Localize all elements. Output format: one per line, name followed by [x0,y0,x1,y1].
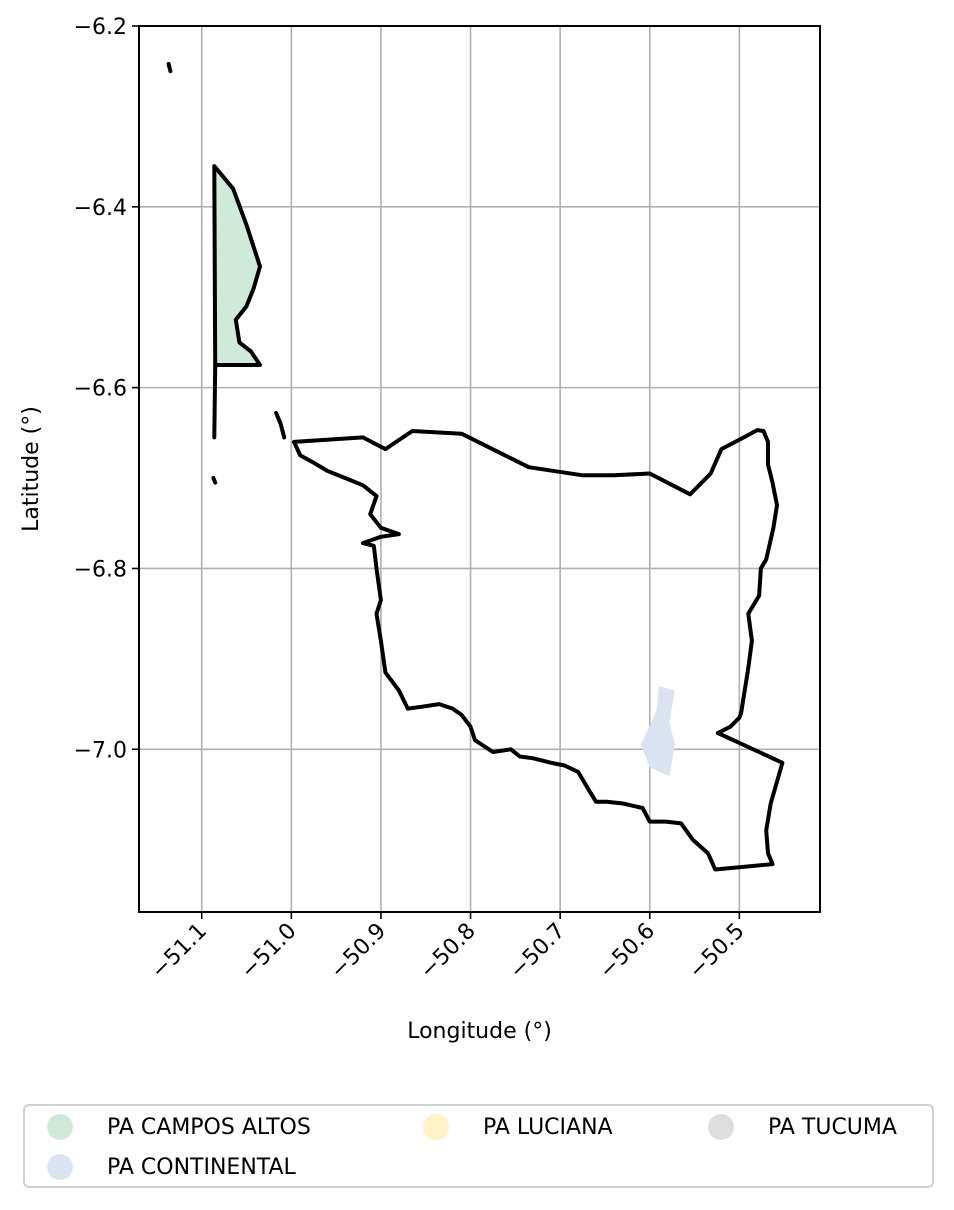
legend-label-luciana: PA LUCIANA [483,1114,613,1140]
boundary-fragment [212,363,218,440]
legend-label-continental: PA CONTINENTAL [107,1154,296,1180]
legend: PA CAMPOS ALTOS PA CONTINENTAL PA LUCIAN… [23,1104,934,1188]
boundary-fragment [166,62,173,74]
municipal-boundary [292,428,785,872]
pa-campos-altos-area [212,164,262,367]
x-tick-label: −50.9 [326,919,391,984]
legend-label-tucuma: PA TUCUMA [768,1114,897,1140]
y-tick-label: −6.6 [74,377,127,402]
legend-marker-luciana [423,1114,449,1140]
y-tick-label: −7.0 [74,738,127,763]
axis-ticks: −51.1 −51.0 −50.9 −50.8 −50.7 −50.6 −50.5 −6.2 −… [74,15,750,984]
map-features [166,62,785,872]
y-tick-label: −6.8 [74,557,127,582]
legend-item-luciana: PA LUCIANA [423,1110,613,1144]
x-tick-label: −50.8 [415,919,480,984]
x-tick-label: −50.6 [595,919,660,984]
y-axis-label: Latitude (°) [19,406,44,532]
plot-frame [138,25,821,913]
legend-item-tucuma: PA TUCUMA [708,1110,897,1144]
x-tick-label: −51.1 [147,919,212,984]
boundary-fragment [274,410,287,440]
grid-lines [139,25,820,912]
legend-label-campos-altos: PA CAMPOS ALTOS [107,1114,311,1140]
x-tick-label: −50.5 [684,919,749,984]
legend-marker-continental [47,1154,73,1180]
legend-item-campos-altos: PA CAMPOS ALTOS [47,1110,311,1144]
y-tick-label: −6.2 [74,15,127,40]
x-axis-label: Longitude (°) [407,1019,552,1044]
legend-item-continental: PA CONTINENTAL [47,1150,296,1184]
y-tick-label: −6.4 [74,196,127,221]
legend-marker-tucuma [708,1114,734,1140]
boundary-fragment [211,476,218,485]
legend-marker-campos-altos [47,1114,73,1140]
map-figure: −51.1 −51.0 −50.9 −50.8 −50.7 −50.6 −50.5 −6.2 −… [19,15,821,1044]
x-tick-label: −50.7 [505,919,570,984]
x-tick-label: −51.0 [236,919,301,984]
pa-continental-area [640,686,675,777]
